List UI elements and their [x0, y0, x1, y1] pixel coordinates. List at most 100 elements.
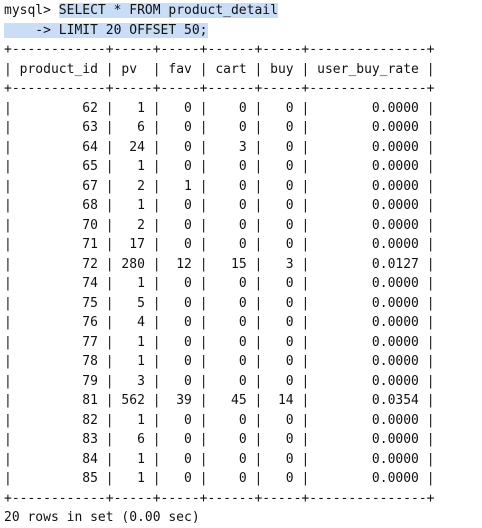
table-cell-buy: 0	[270, 471, 293, 486]
table-cell-product-id: 77	[20, 335, 98, 350]
table-cell-user-buy-rate: 0.0000	[317, 179, 419, 194]
table-cell-user-buy-rate: 0.0000	[317, 296, 419, 311]
table-cell-fav: 0	[168, 101, 191, 116]
table-cell-pv: 1	[121, 452, 144, 467]
table-row: | 76 | 4 | 0 | 0 | 0 | 0.0000 |	[4, 313, 482, 333]
terminal-window[interactable]: mysql> SELECT * FROM product_detail -> L…	[0, 0, 482, 430]
table-cell-fav: 0	[168, 237, 191, 252]
table-cell-buy: 0	[270, 432, 293, 447]
table-cell-product-id: 79	[20, 374, 98, 389]
table-row: | 75 | 5 | 0 | 0 | 0 | 0.0000 |	[4, 294, 482, 314]
table-cell-buy: 0	[270, 354, 293, 369]
mysql-prompt: mysql>	[4, 3, 51, 18]
column-header-product-id: product_id	[20, 62, 98, 77]
table-row: | 82 | 1 | 0 | 0 | 0 | 0.0000 |	[4, 411, 482, 431]
table-cell-fav: 0	[168, 159, 191, 174]
table-row: | 70 | 2 | 0 | 0 | 0 | 0.0000 |	[4, 216, 482, 236]
table-cell-cart: 3	[215, 140, 246, 155]
table-row: | 74 | 1 | 0 | 0 | 0 | 0.0000 |	[4, 274, 482, 294]
table-cell-pv: 1	[121, 198, 144, 213]
table-cell-user-buy-rate: 0.0000	[317, 159, 419, 174]
table-cell-fav: 0	[168, 413, 191, 428]
table-cell-cart: 0	[215, 237, 246, 252]
table-cell-buy: 3	[270, 257, 293, 272]
result-footer: 20 rows in set (0.00 sec)	[4, 508, 482, 528]
table-cell-cart: 0	[215, 120, 246, 135]
table-cell-product-id: 62	[20, 101, 98, 116]
table-cell-buy: 0	[270, 159, 293, 174]
table-cell-product-id: 68	[20, 198, 98, 213]
table-cell-pv: 1	[121, 413, 144, 428]
table-cell-fav: 12	[168, 257, 191, 272]
table-cell-cart: 0	[215, 354, 246, 369]
table-cell-user-buy-rate: 0.0000	[317, 471, 419, 486]
table-row: | 67 | 2 | 1 | 0 | 0 | 0.0000 |	[4, 177, 482, 197]
table-cell-pv: 4	[121, 315, 144, 330]
table-cell-pv: 24	[121, 140, 144, 155]
table-cell-cart: 0	[215, 276, 246, 291]
query-line-1: mysql> SELECT * FROM product_detail	[4, 1, 482, 21]
table-cell-pv: 2	[121, 179, 144, 194]
result-table: +------------+-----+-----+------+-----+-…	[4, 40, 482, 508]
table-cell-buy: 0	[270, 374, 293, 389]
column-header-buy: buy	[270, 62, 293, 77]
table-border-bottom: +------------+-----+-----+------+-----+-…	[4, 489, 482, 509]
table-row: | 83 | 6 | 0 | 0 | 0 | 0.0000 |	[4, 430, 482, 450]
table-cell-buy: 0	[270, 179, 293, 194]
table-cell-buy: 0	[270, 296, 293, 311]
table-cell-buy: 14	[270, 393, 293, 408]
table-cell-user-buy-rate: 0.0000	[317, 198, 419, 213]
table-cell-fav: 0	[168, 452, 191, 467]
table-cell-buy: 0	[270, 101, 293, 116]
table-cell-pv: 1	[121, 159, 144, 174]
table-cell-user-buy-rate: 0.0000	[317, 276, 419, 291]
table-cell-buy: 0	[270, 140, 293, 155]
table-cell-user-buy-rate: 0.0000	[317, 413, 419, 428]
table-cell-fav: 0	[168, 218, 191, 233]
table-row: | 84 | 1 | 0 | 0 | 0 | 0.0000 |	[4, 450, 482, 470]
table-cell-user-buy-rate: 0.0000	[317, 237, 419, 252]
table-body: | 62 | 1 | 0 | 0 | 0 | 0.0000 | | 63 | 6 …	[4, 99, 482, 489]
table-cell-product-id: 64	[20, 140, 98, 155]
table-cell-cart: 0	[215, 101, 246, 116]
table-cell-product-id: 67	[20, 179, 98, 194]
table-cell-pv: 5	[121, 296, 144, 311]
query-text-line-2: LIMIT 20 OFFSET 50;	[59, 23, 208, 38]
table-cell-fav: 0	[168, 140, 191, 155]
table-cell-buy: 0	[270, 315, 293, 330]
table-cell-fav: 1	[168, 179, 191, 194]
table-cell-cart: 0	[215, 218, 246, 233]
table-cell-product-id: 76	[20, 315, 98, 330]
continuation-prompt: ->	[4, 23, 51, 38]
table-cell-user-buy-rate: 0.0000	[317, 452, 419, 467]
table-cell-pv: 2	[121, 218, 144, 233]
table-border-middle: +------------+-----+-----+------+-----+-…	[4, 79, 482, 99]
table-row: | 71 | 17 | 0 | 0 | 0 | 0.0000 |	[4, 235, 482, 255]
table-cell-pv: 562	[121, 393, 144, 408]
table-border-top: +------------+-----+-----+------+-----+-…	[4, 40, 482, 60]
table-cell-buy: 0	[270, 120, 293, 135]
table-cell-cart: 0	[215, 179, 246, 194]
table-cell-cart: 0	[215, 198, 246, 213]
table-cell-cart: 45	[215, 393, 246, 408]
table-row: | 63 | 6 | 0 | 0 | 0 | 0.0000 |	[4, 118, 482, 138]
table-cell-user-buy-rate: 0.0000	[317, 218, 419, 233]
table-cell-pv: 6	[121, 120, 144, 135]
table-cell-pv: 6	[121, 432, 144, 447]
column-header-fav: fav	[168, 62, 191, 77]
table-cell-user-buy-rate: 0.0000	[317, 374, 419, 389]
table-cell-product-id: 72	[20, 257, 98, 272]
table-cell-cart: 0	[215, 452, 246, 467]
table-cell-pv: 1	[121, 335, 144, 350]
table-cell-fav: 0	[168, 432, 191, 447]
table-cell-user-buy-rate: 0.0000	[317, 101, 419, 116]
table-cell-buy: 0	[270, 218, 293, 233]
table-row: | 65 | 1 | 0 | 0 | 0 | 0.0000 |	[4, 157, 482, 177]
table-cell-product-id: 75	[20, 296, 98, 311]
table-cell-user-buy-rate: 0.0000	[317, 120, 419, 135]
query-line-2: -> LIMIT 20 OFFSET 50;	[4, 21, 482, 41]
table-row: | 77 | 1 | 0 | 0 | 0 | 0.0000 |	[4, 333, 482, 353]
table-cell-product-id: 78	[20, 354, 98, 369]
table-cell-cart: 0	[215, 315, 246, 330]
table-cell-product-id: 71	[20, 237, 98, 252]
